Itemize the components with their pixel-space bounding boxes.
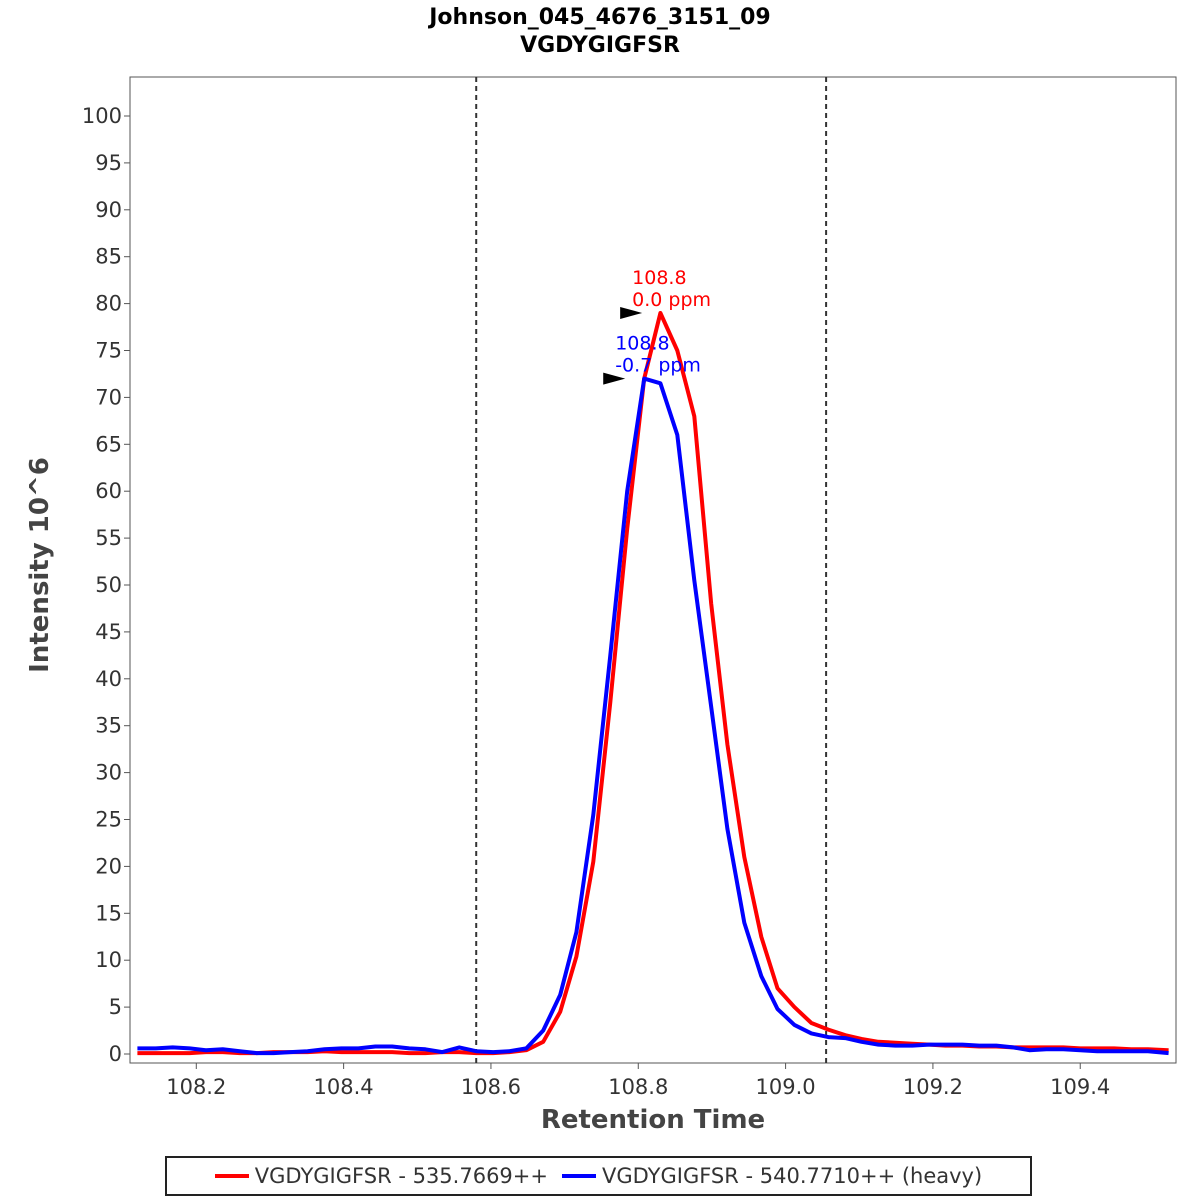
peak-arrow [620, 306, 643, 319]
legend-item-light: VGDYGIGFSR - 535.7669++ [214, 1164, 548, 1188]
x-tick-label: 108.8 [608, 1075, 668, 1099]
y-tick-label: 100 [82, 104, 122, 128]
x-tick-label: 108.4 [314, 1075, 374, 1099]
y-tick-label: 50 [95, 573, 122, 597]
y-tick-label: 10 [95, 948, 122, 972]
peak-label-light: 108.8 [632, 267, 686, 289]
legend-swatch-blue [561, 1174, 596, 1178]
y-tick-label: 0 [109, 1042, 122, 1066]
x-axis: 108.2 108.4 108.6 108.8 109.0 109.2 109.4 [166, 1063, 1110, 1099]
peak-label-light: 0.0 ppm [632, 289, 711, 311]
series-line-heavy [137, 376, 1169, 1056]
x-axis-title: Retention Time [541, 1105, 765, 1135]
x-tick-label: 109.0 [756, 1075, 816, 1099]
chart-title: Johnson_045_4676_3151_09 [427, 5, 771, 30]
y-tick-label: 75 [95, 339, 122, 363]
x-tick-label: 108.6 [461, 1075, 521, 1099]
y-tick-label: 30 [95, 761, 122, 785]
y-tick-label: 65 [95, 432, 122, 456]
x-tick-label: 108.2 [166, 1075, 226, 1099]
y-tick-label: 90 [95, 198, 122, 222]
legend: VGDYGIGFSR - 535.7669++ VGDYGIGFSR - 540… [165, 1156, 1032, 1196]
y-tick-label: 20 [95, 854, 122, 878]
series-lines [137, 311, 1169, 1056]
y-tick-label: 85 [95, 245, 122, 269]
legend-swatch-red [214, 1174, 249, 1178]
y-tick-label: 45 [95, 620, 122, 644]
y-tick-label: 70 [95, 385, 122, 409]
y-tick-label: 15 [95, 901, 122, 925]
y-axis: 0 5 10 15 20 25 30 35 40 45 50 55 60 65 70 75 80 85 90 95 10… [82, 104, 130, 1066]
y-tick-label: 5 [109, 995, 122, 1019]
peak-label-heavy: -0.7 ppm [615, 355, 701, 377]
x-tick-label: 109.2 [903, 1075, 963, 1099]
y-axis-title: Intensity 10^6 [25, 457, 55, 673]
legend-item-heavy: VGDYGIGFSR - 540.7710++ (heavy) [561, 1164, 983, 1188]
y-tick-label: 80 [95, 292, 122, 316]
chart: Johnson_045_4676_3151_09 VGDYGIGFSR 108.… [25, 5, 1177, 1135]
peak-label-heavy: 108.8 [615, 333, 669, 355]
y-tick-label: 55 [95, 526, 122, 550]
legend-label-heavy: VGDYGIGFSR - 540.7710++ (heavy) [601, 1164, 983, 1188]
y-tick-label: 40 [95, 667, 122, 691]
chart-subtitle: VGDYGIGFSR [520, 33, 680, 58]
legend-label-light: VGDYGIGFSR - 535.7669++ [254, 1164, 548, 1188]
peak-arrow [603, 372, 626, 385]
plot-area [129, 76, 1177, 1064]
x-tick-label: 109.4 [1050, 1075, 1110, 1099]
y-tick-label: 35 [95, 714, 122, 738]
integration-boundaries [475, 77, 828, 1063]
y-tick-label: 95 [95, 151, 122, 175]
y-tick-label: 60 [95, 479, 122, 503]
y-tick-label: 25 [95, 808, 122, 832]
